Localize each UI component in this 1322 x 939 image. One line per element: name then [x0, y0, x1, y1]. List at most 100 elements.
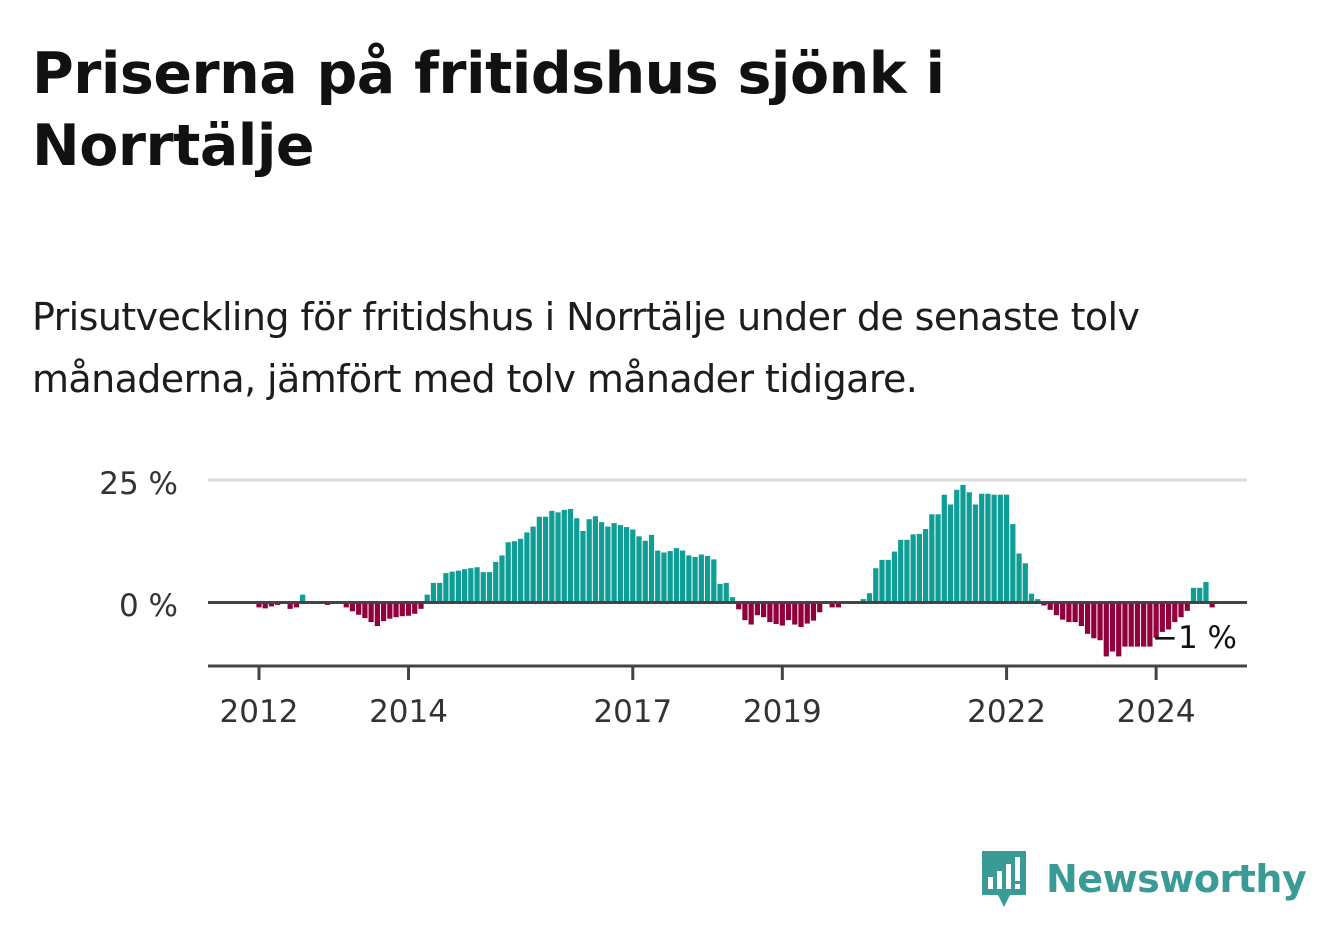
bar: [1016, 553, 1022, 603]
bar: [418, 602, 424, 609]
bar: [798, 602, 804, 627]
bar: [599, 522, 605, 603]
bar: [916, 533, 922, 603]
bar: [1128, 602, 1134, 647]
bar: [368, 602, 374, 623]
bar-chart: 25 % 0 % 2012 2014 2017 2019 2022 2024 −1 %: [99, 466, 1247, 730]
bar: [1153, 602, 1159, 638]
bar: [648, 534, 655, 603]
x-axis-ticks: 2012 2014 2017 2019 2022 2024: [220, 666, 1196, 730]
bar: [586, 519, 592, 603]
bar: [387, 602, 393, 619]
bar: [623, 527, 630, 603]
bar: [561, 509, 567, 603]
bar: [449, 571, 455, 603]
bar: [910, 534, 916, 603]
bar: [1097, 602, 1103, 641]
bar: [1165, 602, 1172, 630]
bar: [1159, 602, 1165, 632]
bar: [1078, 602, 1084, 627]
x-tick-label: 2019: [743, 694, 822, 730]
bar: [262, 602, 268, 609]
bar: [480, 572, 486, 603]
bar: [636, 536, 642, 603]
bar: [468, 568, 474, 603]
bar: [866, 593, 873, 603]
x-tick-label: 2022: [967, 694, 1046, 730]
bar: [736, 602, 742, 610]
bar: [966, 492, 972, 603]
bar: [542, 516, 549, 603]
bar: [817, 602, 823, 613]
bar: [742, 602, 748, 621]
bar: [717, 583, 723, 603]
bar: [524, 532, 530, 603]
bar: [1047, 602, 1053, 610]
bar: [505, 542, 511, 603]
bar: [879, 559, 885, 603]
bar: [1053, 602, 1060, 616]
bar: [642, 540, 648, 603]
bar: [574, 518, 580, 603]
bar: [1003, 494, 1010, 603]
bar: [630, 529, 636, 603]
bar: [1122, 602, 1128, 647]
bar: [493, 561, 499, 603]
bar: [1022, 563, 1028, 603]
bar: [1209, 602, 1215, 608]
bar: [941, 494, 947, 603]
bar: [960, 484, 966, 603]
bar: [779, 602, 785, 626]
bar: [605, 526, 611, 603]
bar: [729, 597, 736, 603]
logo-text: Newsworthy: [1046, 857, 1307, 901]
bar: [979, 493, 985, 603]
bar: [567, 508, 574, 603]
bar: [1109, 602, 1116, 652]
bar: [461, 569, 468, 603]
bar: [698, 554, 704, 603]
bar: [661, 552, 667, 603]
newsworthy-logo: Newsworthy: [978, 846, 1307, 912]
bar: [592, 516, 599, 603]
bar: [891, 551, 898, 603]
bar: [1035, 599, 1041, 603]
bar: [1091, 602, 1097, 639]
bar: [773, 602, 779, 625]
bar: [455, 570, 461, 603]
bar: [580, 530, 586, 603]
bar: [287, 602, 293, 609]
bar: [898, 539, 904, 603]
bar: [692, 556, 698, 603]
bar: [536, 516, 542, 603]
bar: [885, 559, 891, 603]
bar: [1060, 602, 1066, 620]
x-tick-label: 2017: [593, 694, 672, 730]
bar: [785, 602, 792, 621]
bar: [655, 550, 661, 603]
bar: [673, 548, 680, 603]
last-value-label: −1 %: [1152, 620, 1237, 656]
chart-title: Priserna på fritidshus sjönk i Norrtälje: [32, 41, 945, 179]
bar: [1147, 602, 1153, 647]
bar: [300, 594, 306, 603]
bar: [256, 602, 262, 608]
bar: [792, 602, 798, 625]
bar: [873, 568, 879, 603]
bar: [761, 602, 767, 618]
bar: [474, 567, 480, 603]
newsworthy-logo-icon: [982, 851, 1026, 907]
bar: [611, 523, 617, 603]
bar: [1066, 602, 1072, 623]
bar: [1203, 581, 1209, 603]
bar: [1141, 602, 1147, 647]
bar: [1028, 593, 1035, 603]
bar: [923, 529, 929, 603]
y-tick-label-zero: 0 %: [119, 588, 178, 624]
bar: [860, 599, 866, 603]
bar: [929, 514, 935, 603]
bar: [767, 602, 773, 623]
x-tick-label: 2014: [369, 694, 448, 730]
bar: [1178, 602, 1184, 618]
bar: [549, 510, 555, 603]
